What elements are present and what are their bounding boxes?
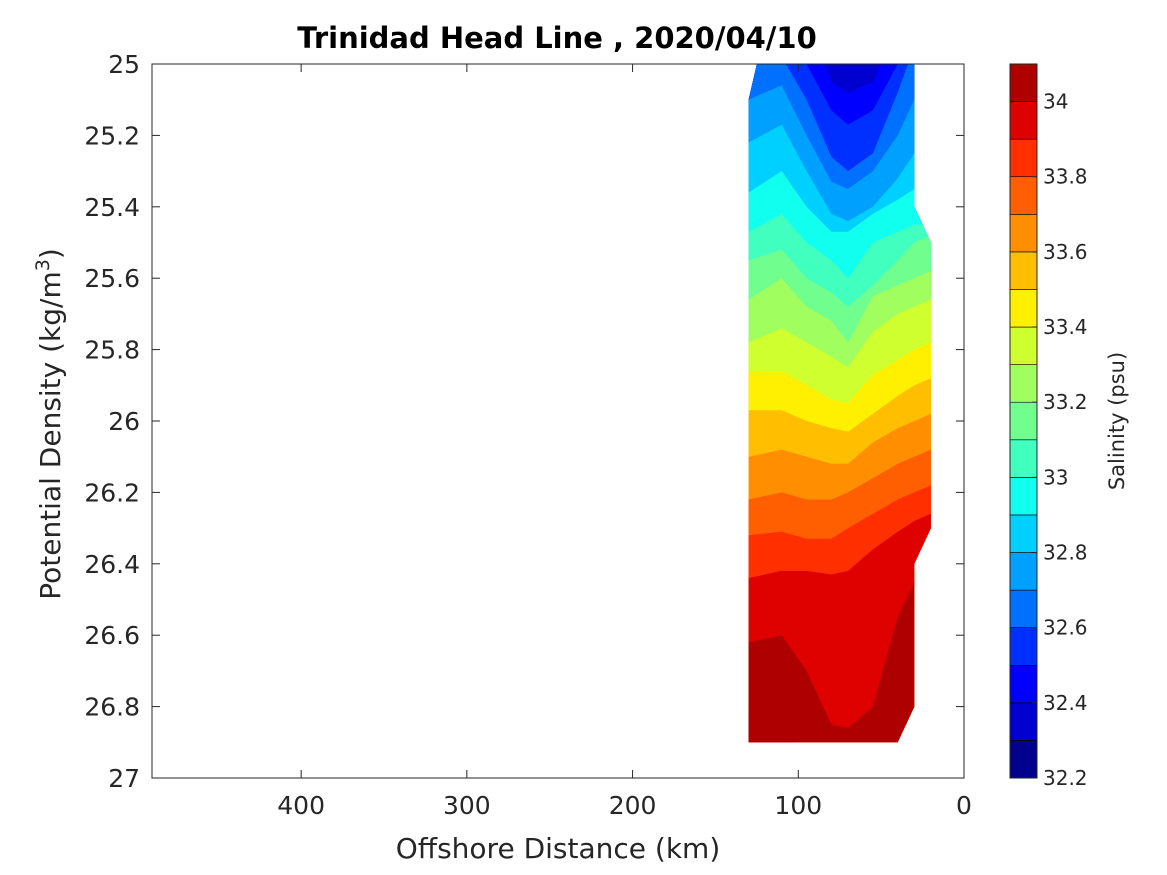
x-axis-label: Offshore Distance (km) <box>396 832 721 865</box>
colorbar-tick-label: 33 <box>1043 465 1068 489</box>
colorbar-swatch <box>1009 63 1038 102</box>
colorbar-frame <box>1009 63 1038 779</box>
colorbar-label: Salinity (psu) <box>1105 352 1129 490</box>
chart-title: Trinidad Head Line , 2020/04/10 <box>297 21 817 55</box>
plot-area: 400 300 200 100 0 25 25.2 25.4 25.6 25.8 26 26.2 26… <box>84 50 972 820</box>
colorbar: 32.2 32.4 32.6 32.8 33 33.2 33.4 33.6 33.8 34 <box>1009 63 1088 790</box>
colorbar-swatch <box>1009 702 1038 741</box>
x-tick-label: 200 <box>609 791 657 820</box>
colorbar-tick-label: 32.4 <box>1043 691 1088 715</box>
colorbar-swatch <box>1009 740 1038 779</box>
x-tick-label: 100 <box>774 791 822 820</box>
y-tick-label: 25.8 <box>84 336 140 365</box>
colorbar-swatch <box>1009 138 1038 178</box>
colorbar-swatch <box>1009 514 1038 553</box>
colorbar-tick-label: 32.2 <box>1043 766 1088 790</box>
colorbar-tick-label: 33.8 <box>1043 165 1088 189</box>
y-tick-label: 25.6 <box>84 264 140 293</box>
colorbar-swatch <box>1009 176 1038 215</box>
colorbar-swatch <box>1009 552 1038 591</box>
y-tick-label: 26.6 <box>84 621 140 650</box>
y-axis-label-main: Potential Density (kg/m <box>34 271 67 600</box>
y-tick-label: 25.2 <box>84 121 140 150</box>
x-ticks: 400 300 200 100 0 <box>277 64 972 820</box>
colorbar-swatch <box>1009 589 1038 628</box>
colorbar-swatch <box>1009 364 1038 403</box>
y-tick-label: 26 <box>108 407 140 436</box>
colorbar-tick-label: 32.8 <box>1043 541 1088 565</box>
colorbar-tick-label: 33.2 <box>1043 390 1088 414</box>
colorbar-tick-label: 34 <box>1043 90 1068 114</box>
y-axis-label: Potential Density (kg/m3) <box>32 248 67 600</box>
y-axis-label-sup: 3 <box>32 259 54 271</box>
colorbar-tick-label: 33.6 <box>1043 240 1088 264</box>
y-ticks: 25 25.2 25.4 25.6 25.8 26 26.2 26.4 26.6 26.8 27 <box>84 50 964 793</box>
colorbar-swatch <box>1009 251 1038 290</box>
contour-band-34 <box>748 563 931 743</box>
contour-fills <box>748 64 931 743</box>
colorbar-swatch <box>1009 289 1038 328</box>
y-tick-label: 26.8 <box>84 693 140 722</box>
colorbar-swatch <box>1009 401 1038 441</box>
colorbar-tick-label: 32.6 <box>1043 616 1088 640</box>
colorbar-swatch <box>1009 214 1038 253</box>
colorbar-swatch <box>1009 439 1038 478</box>
y-tick-label: 27 <box>108 764 140 793</box>
x-tick-label: 0 <box>956 791 972 820</box>
y-tick-label: 26.2 <box>84 478 140 507</box>
x-tick-label: 300 <box>443 791 491 820</box>
y-axis-label-end: ) <box>34 248 67 259</box>
y-tick-label: 25 <box>108 50 140 79</box>
colorbar-swatch <box>1009 477 1038 516</box>
colorbar-swatch <box>1009 326 1038 365</box>
y-tick-label: 26.4 <box>84 550 140 579</box>
colorbar-swatch <box>1009 627 1038 666</box>
colorbar-swatch <box>1009 101 1038 140</box>
y-tick-label: 25.4 <box>84 193 140 222</box>
x-tick-label: 400 <box>277 791 325 820</box>
colorbar-tick-label: 33.4 <box>1043 315 1088 339</box>
colorbar-swatch <box>1009 664 1038 704</box>
